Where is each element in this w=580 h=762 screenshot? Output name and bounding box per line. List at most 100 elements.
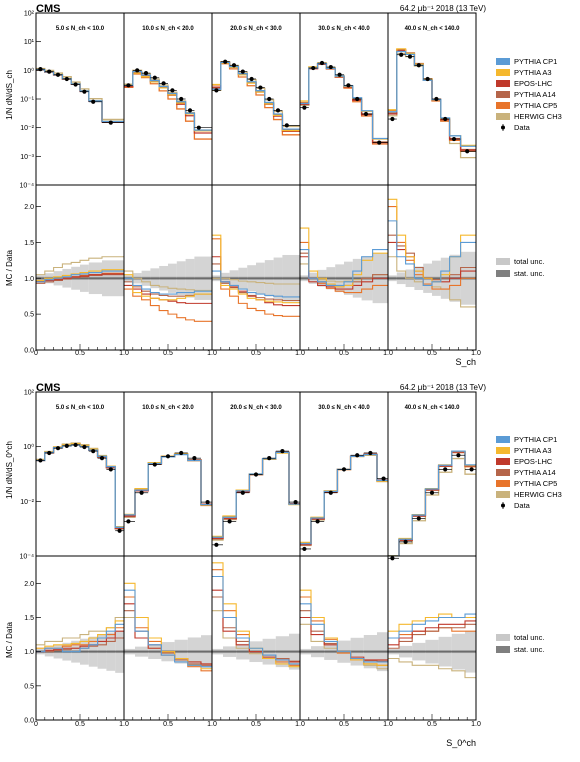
data-point [117,528,122,533]
main-frame [35,391,125,557]
subpanel-1-1: 5.0 ≤ N_ch < 10.0 [35,12,125,351]
data-point [126,519,131,524]
data-point [214,542,219,547]
legend-swatch [496,102,510,109]
x-tick-label: 1.0 [119,721,129,728]
multiplicity-bin-label: 20.0 ≤ N_ch < 30.0 [230,405,282,411]
legend-unc-swatch [496,646,510,653]
mc-curve-ratio [212,277,300,285]
mc-curve-ratio [212,238,300,317]
main-y-tick-label: 10⁻² [20,499,34,506]
mc-curve-main [36,442,124,528]
subpanel-2-5: 40.0 ≤ N_ch < 140.0 [387,391,477,721]
data-point [328,64,333,70]
legend-swatch [496,91,510,98]
mc-curve-main [124,73,212,140]
x-tick-label: 0.5 [75,350,85,357]
multiplicity-bin-label: 30.0 ≤ N_ch < 40.0 [318,26,370,32]
mc-curve-main [212,61,300,132]
legend-unc-swatch [496,258,510,265]
mc-curve-main [36,443,124,529]
data-point [465,149,470,154]
x-tick-label: 0.5 [163,721,173,728]
mc-curve-main [212,451,300,538]
mc-curve-main [36,69,124,123]
mc-curve-main [36,69,124,123]
x-tick-label: 1.0 [207,350,217,357]
legend-entry: HERWIG CH3 [514,490,562,499]
data-point [451,136,457,142]
x-tick-label: 1.0 [383,721,393,728]
data-point [223,59,228,64]
data-point [64,443,69,449]
mc-curve-main [36,67,124,121]
mc-curve-main [36,69,124,123]
luminosity-label-a: 64.2 μb⁻¹ 2018 (13 TeV) [400,4,486,13]
data-point [47,450,52,456]
legend-swatch [496,113,510,120]
data-point [341,467,347,472]
data-point [64,76,69,82]
data-point [227,519,232,524]
x-tick-label: 0 [34,721,38,728]
data-point [135,68,140,73]
main-y-axis-label: 1/N dN/dS_ch [5,70,14,120]
data-point [275,108,281,113]
mc-curve-main [36,68,124,122]
subpanel-2-4: 30.0 ≤ N_ch < 40.0 [299,391,389,721]
mc-curve-main [36,443,124,529]
data-point [355,96,360,102]
x-tick-label: 0.5 [75,721,85,728]
legend-swatch [496,491,510,498]
legend-unc-swatch [496,634,510,641]
mc-curve-ratio [388,613,476,632]
x-tick-label: 0.5 [251,350,261,357]
subpanel-2-1: 5.0 ≤ N_ch < 10.0 [35,391,125,721]
data-point [170,88,175,93]
mc-curve-ratio [124,288,212,322]
x-tick-label: 0.5 [339,350,349,357]
legend-unc-entry: stat. unc. [514,645,544,654]
legend-entry: PYTHIA A3 [514,68,552,77]
data-point [240,490,245,495]
ratio-y-tick-label: 0.5 [24,683,34,690]
mc-curve-ratio [36,256,124,276]
legend-unc-entry: total unc. [514,633,544,642]
subpanel-2-2: 10.0 ≤ N_ch < 20.0 [123,391,213,721]
data-point [205,499,210,505]
data-point [253,472,259,477]
legend-swatch [496,58,510,65]
experiment-label-a: CMS [36,3,60,15]
ratio-y-tick-label: 1.5 [24,615,34,622]
mc-curve-main [124,453,212,518]
data-point [99,456,105,461]
legend-uncertainty-a: total unc. stat. unc. [496,257,544,278]
x-axis-label: S_ch [455,357,476,367]
ratio-y-tick-label: 0.0 [24,718,34,725]
chart-panel-2: 5.0 ≤ N_ch < 10.0 10.0 ≤ N_ch < 20.0 20.0 … [5,390,481,749]
mc-curve-main [212,63,300,136]
data-point [139,490,144,495]
legend-entry: EPOS-LHC [514,79,553,88]
data-point [403,539,408,544]
mc-curve-main [212,451,300,540]
mc-curve-ratio [300,249,388,286]
data-point [91,449,96,454]
data-point [249,76,254,82]
main-frame [211,12,301,186]
mc-curve-ratio [300,256,388,290]
subpanel-1-3: 20.0 ≤ N_ch < 30.0 [211,12,301,351]
main-frame [35,12,125,186]
experiment-label-b: CMS [36,382,60,394]
x-axis-label: S_0^ch [446,738,476,748]
data-point [161,81,166,86]
mc-curve-main [388,451,476,557]
chart-panel-1: 5.0 ≤ N_ch < 10.0 10.0 ≤ N_ch < 20.0 20.0 … [5,11,481,368]
main-y-tick-label: 10⁻¹ [20,97,34,104]
data-point [73,442,78,448]
mc-curve-ratio [300,227,388,288]
data-point [355,453,360,458]
ratio-y-tick-label: 0.0 [24,348,34,355]
mc-curve-ratio [124,270,212,292]
mc-curve-ratio [124,589,212,668]
